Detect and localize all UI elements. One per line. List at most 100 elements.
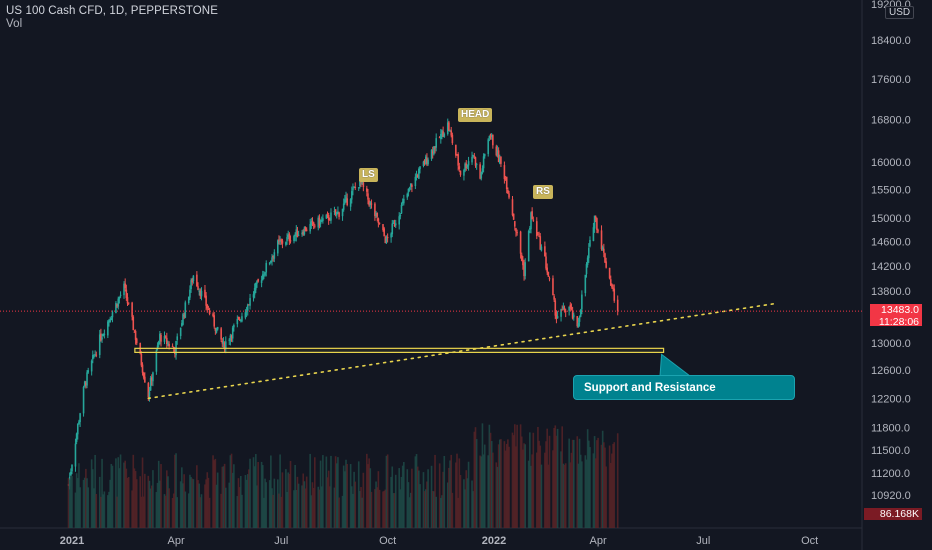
candle-body	[416, 175, 419, 178]
candle-body	[361, 181, 363, 184]
volume-bar	[415, 454, 418, 528]
candle-body	[342, 203, 345, 210]
candle-body	[163, 335, 166, 342]
volume-bar	[398, 468, 400, 528]
volume-bar	[579, 454, 582, 528]
candle-body	[110, 318, 113, 321]
volume-bar	[451, 492, 454, 528]
candle-body	[160, 334, 162, 342]
volume-bar	[221, 466, 224, 528]
volume-bar	[416, 466, 419, 528]
candle-body	[350, 191, 353, 200]
volume-bar	[101, 458, 103, 528]
time-tick-label: 2022	[482, 535, 506, 547]
price-tick-label: 17600.0	[871, 74, 911, 86]
volume-bar	[616, 433, 619, 528]
volume-bar	[319, 460, 322, 528]
candle-body	[196, 274, 198, 287]
volume-bar	[353, 471, 355, 528]
volume-bar	[350, 486, 353, 528]
volume-bar	[168, 488, 170, 528]
volume-bar	[75, 473, 78, 528]
candle-body	[296, 231, 299, 238]
volume-bar	[93, 488, 95, 528]
currency-badge[interactable]: USD	[885, 6, 915, 19]
volume-bar	[317, 486, 320, 528]
candle-body	[367, 193, 369, 200]
volume-bar	[483, 444, 486, 528]
candle-body	[464, 163, 466, 171]
candle-body	[223, 342, 226, 350]
candle-body	[451, 134, 454, 144]
candle-body	[327, 215, 330, 221]
candle-body	[167, 343, 169, 346]
volume-bar	[564, 463, 567, 528]
candle-body	[391, 223, 394, 235]
volume-bar	[537, 426, 539, 528]
price-tick-label: 10920.0	[871, 490, 911, 502]
candle-body	[456, 154, 458, 156]
volume-bar	[318, 489, 321, 528]
volume-bar	[530, 465, 532, 528]
candle-body	[516, 232, 518, 234]
pattern-label-head: HEAD	[458, 108, 493, 122]
volume-bar	[482, 454, 485, 528]
volume-bar	[140, 496, 143, 528]
volume-bar	[155, 492, 158, 528]
candle-body	[446, 122, 449, 134]
volume-bar	[515, 446, 517, 528]
candle-body	[109, 320, 111, 323]
candle-body	[498, 158, 501, 164]
candle-body	[263, 275, 265, 277]
candle-body	[200, 290, 203, 297]
candle-body	[592, 227, 595, 242]
volume-bar	[392, 493, 395, 528]
volume-bar	[83, 477, 86, 528]
volume-bar	[538, 440, 540, 528]
volume-bar	[176, 497, 179, 528]
volume-bar	[516, 424, 518, 528]
volume-bar	[126, 478, 129, 528]
candle-body	[78, 421, 80, 424]
volume-bar	[82, 479, 85, 528]
candle-body	[103, 333, 106, 335]
candle-body	[608, 267, 611, 279]
volume-bar	[401, 465, 404, 528]
candle-body	[265, 263, 268, 273]
volume-bar	[344, 471, 346, 528]
candle-body	[118, 296, 121, 299]
volume-bar	[393, 493, 396, 528]
candle-body	[539, 236, 542, 250]
volume-bar	[335, 463, 338, 528]
candle-body	[593, 215, 596, 229]
volume-bar	[172, 493, 175, 528]
volume-bar	[596, 440, 598, 528]
volume-bar	[411, 468, 413, 528]
price-tick-label: 11800.0	[871, 422, 910, 434]
volume-bar	[116, 496, 118, 528]
candle-body	[302, 231, 305, 235]
volume-bar	[465, 470, 468, 528]
candle-body	[198, 290, 200, 292]
candle-body	[117, 298, 120, 307]
candle-body	[495, 146, 498, 156]
time-tick-label: Jul	[274, 535, 288, 547]
volume-bar	[456, 453, 458, 528]
candle-body	[288, 233, 291, 242]
volume-bar	[123, 462, 125, 528]
candle-body	[115, 302, 117, 313]
volume-bar	[74, 492, 77, 528]
volume-bar	[293, 490, 295, 528]
candle-body	[547, 272, 550, 277]
volume-bar	[547, 464, 550, 528]
pattern-label-rs: RS	[533, 185, 553, 199]
candle-body	[240, 320, 242, 322]
candle-body	[579, 309, 582, 317]
volume-bar	[192, 479, 195, 528]
volume-bar	[581, 461, 583, 528]
candle-body	[369, 202, 372, 206]
price-tick-label: 13800.0	[871, 286, 911, 298]
candle-body	[426, 158, 428, 164]
volume-bar	[213, 460, 216, 528]
